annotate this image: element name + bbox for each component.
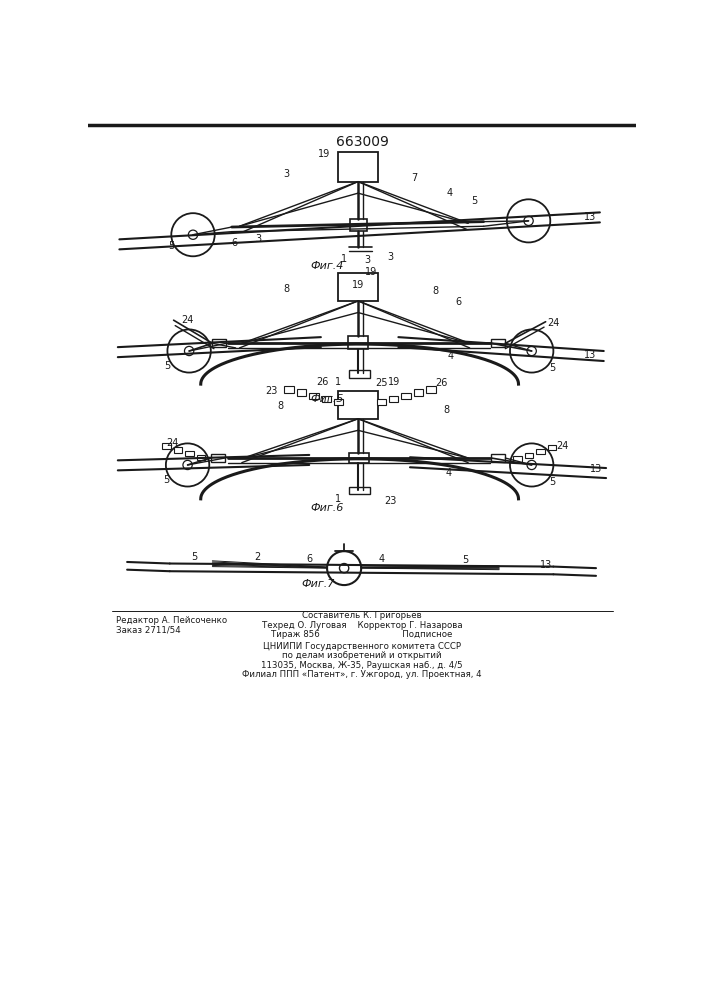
Text: 4: 4 xyxy=(448,351,454,361)
Text: 3: 3 xyxy=(387,252,394,262)
Text: Составитель К. Григорьев: Составитель К. Григорьев xyxy=(302,611,422,620)
Text: ЦНИИПИ Государственного комитета СССР: ЦНИИПИ Государственного комитета СССР xyxy=(263,642,461,651)
Text: 23: 23 xyxy=(265,386,277,396)
Text: 4: 4 xyxy=(445,468,452,478)
Bar xyxy=(322,396,331,402)
Bar xyxy=(284,386,293,393)
Bar xyxy=(491,454,506,462)
Bar xyxy=(185,451,194,456)
Text: Заказ 2711/54: Заказ 2711/54 xyxy=(115,625,180,634)
Text: 2: 2 xyxy=(255,552,260,562)
Text: по делам изобретений и открытий: по делам изобретений и открытий xyxy=(282,651,442,660)
Text: Тираж 856                              Подписное: Тираж 856 Подписное xyxy=(271,630,452,639)
Bar xyxy=(211,454,225,462)
Text: 5: 5 xyxy=(549,477,555,487)
Bar xyxy=(402,393,411,399)
Text: 8: 8 xyxy=(443,405,450,415)
Bar xyxy=(212,339,226,347)
Bar xyxy=(338,391,378,419)
Bar xyxy=(537,449,545,454)
Text: 3: 3 xyxy=(256,234,262,244)
Bar xyxy=(349,453,369,463)
Bar xyxy=(349,370,370,378)
Text: 3: 3 xyxy=(283,169,289,179)
Text: 19: 19 xyxy=(365,267,378,277)
Bar xyxy=(548,445,556,450)
Text: 23: 23 xyxy=(385,496,397,506)
Text: 13: 13 xyxy=(539,560,551,570)
Text: 24: 24 xyxy=(166,438,178,448)
Text: 5: 5 xyxy=(163,475,169,485)
Text: 5: 5 xyxy=(192,552,198,562)
Text: 5: 5 xyxy=(549,363,555,373)
Text: 8: 8 xyxy=(283,284,289,294)
Text: Филиал ППП «Патент», г. Ужгород, ул. Проектная, 4: Филиал ППП «Патент», г. Ужгород, ул. Про… xyxy=(242,670,481,679)
Text: 24: 24 xyxy=(182,315,194,325)
Text: 6: 6 xyxy=(231,238,237,248)
Bar xyxy=(377,399,386,405)
Bar xyxy=(414,389,423,396)
Text: 5: 5 xyxy=(462,555,469,565)
Text: 6: 6 xyxy=(306,554,312,564)
Text: 19: 19 xyxy=(352,280,364,290)
Text: Фиг.5: Фиг.5 xyxy=(310,394,344,404)
Bar xyxy=(513,456,522,462)
Bar xyxy=(338,273,378,301)
Text: 113035, Москва, Ж-35, Раушская наб., д. 4/5: 113035, Москва, Ж-35, Раушская наб., д. … xyxy=(261,661,463,670)
Bar xyxy=(309,393,319,399)
Bar xyxy=(426,386,436,393)
Text: 663009: 663009 xyxy=(336,135,388,149)
Bar xyxy=(162,443,170,449)
Text: 1: 1 xyxy=(335,377,341,387)
Text: 8: 8 xyxy=(433,286,438,296)
Text: Фиг.4: Фиг.4 xyxy=(310,261,344,271)
Text: 5: 5 xyxy=(168,241,175,251)
Text: Редактор А. Пейсоченко: Редактор А. Пейсоченко xyxy=(115,616,227,625)
Text: 1: 1 xyxy=(335,494,341,504)
Text: 6: 6 xyxy=(456,297,462,307)
Bar xyxy=(174,447,182,453)
Text: 8: 8 xyxy=(278,401,284,411)
Text: 3: 3 xyxy=(364,255,370,265)
Text: 1: 1 xyxy=(341,254,347,264)
Bar xyxy=(334,399,344,405)
Text: Техред О. Луговая    Корректор Г. Назарова: Техред О. Луговая Корректор Г. Назарова xyxy=(262,621,462,630)
Text: 13: 13 xyxy=(585,350,597,360)
Bar xyxy=(338,152,378,182)
Text: Фиг.6: Фиг.6 xyxy=(310,503,344,513)
Bar xyxy=(197,455,206,460)
Text: 13: 13 xyxy=(590,464,602,474)
Text: 5: 5 xyxy=(471,196,477,206)
Text: 19: 19 xyxy=(318,149,330,159)
Bar xyxy=(349,487,370,494)
Text: 26: 26 xyxy=(316,377,329,387)
Text: 24: 24 xyxy=(556,441,569,451)
Text: 4: 4 xyxy=(446,188,452,198)
Text: 24: 24 xyxy=(547,318,559,328)
Bar xyxy=(349,219,367,231)
Text: 13: 13 xyxy=(585,212,597,222)
Bar xyxy=(297,389,306,396)
Text: 5: 5 xyxy=(164,361,170,371)
Bar xyxy=(525,453,533,458)
Text: Фиг.7: Фиг.7 xyxy=(301,579,334,589)
Bar xyxy=(389,396,398,402)
Text: 7: 7 xyxy=(411,173,417,183)
Bar xyxy=(348,336,368,349)
Text: 19: 19 xyxy=(388,377,401,387)
Text: 26: 26 xyxy=(435,378,448,388)
Bar xyxy=(491,339,506,347)
Text: 4: 4 xyxy=(378,554,385,564)
Text: 25: 25 xyxy=(375,378,387,388)
